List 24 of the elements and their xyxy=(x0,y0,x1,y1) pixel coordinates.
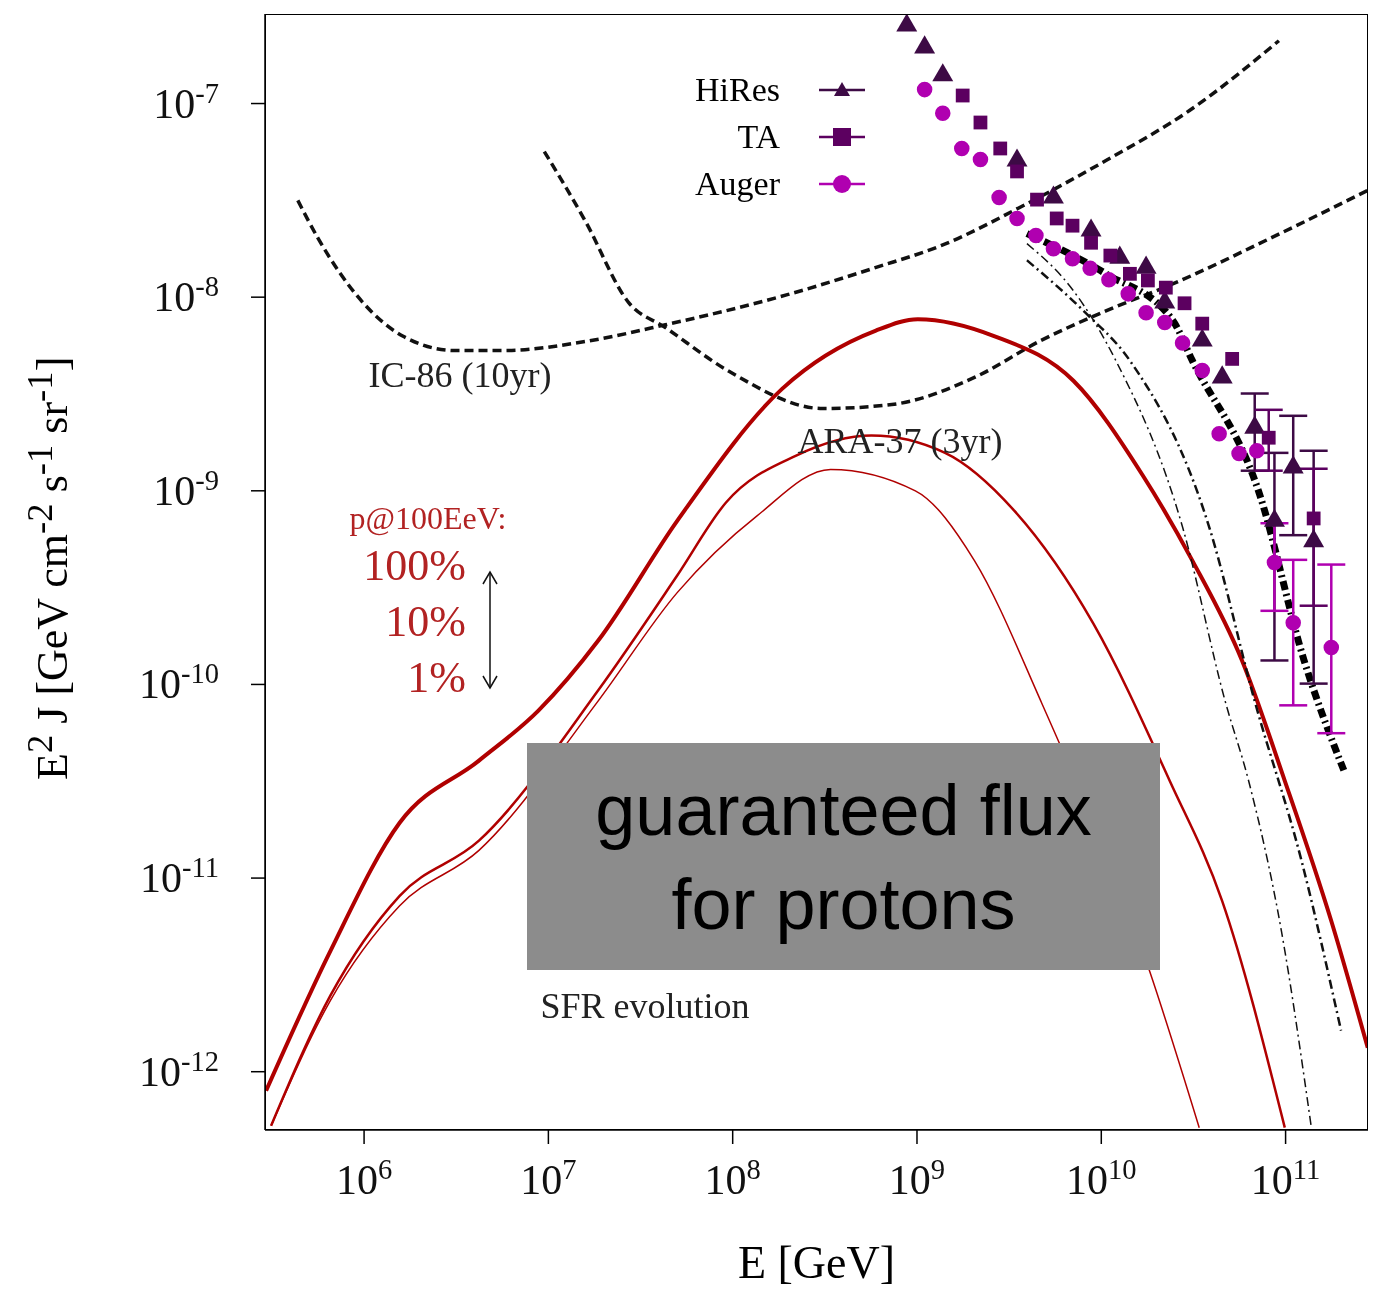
legend-label: TA xyxy=(737,117,780,156)
annotation: IC-86 (10yr) xyxy=(368,355,552,395)
y-tick-label: 10$^{-12}$ xyxy=(138,1045,219,1095)
legend-label: Auger xyxy=(695,164,780,203)
annotation: SFR evolution xyxy=(540,986,750,1026)
x-tick-label: 10$^{7}$ xyxy=(520,1153,577,1203)
annotation: guaranteed flux for protons xyxy=(594,768,1093,946)
annotation: p@100EeV: xyxy=(348,499,508,538)
legend-label: HiRes xyxy=(695,70,780,109)
text-box: guaranteed flux for protons xyxy=(527,743,1160,970)
annotation: 1% xyxy=(406,652,466,704)
annotation: 10% xyxy=(384,596,466,648)
x-axis-title: E [GeV] xyxy=(736,1236,897,1289)
annotation: 100% xyxy=(362,540,466,592)
x-tick-label: 10$^{10}$ xyxy=(1066,1153,1137,1203)
y-tick-label: 10$^{-11}$ xyxy=(140,851,219,902)
x-tick-label: 10$^{8}$ xyxy=(704,1153,761,1203)
x-tick-label: 10$^{9}$ xyxy=(888,1153,946,1203)
x-tick-label: 10$^{11}$ xyxy=(1250,1153,1321,1203)
y-tick-label: 10$^{-9}$ xyxy=(153,464,219,514)
y-tick-label: 10$^{-10}$ xyxy=(138,657,219,708)
y-tick-label: 10$^{-8}$ xyxy=(153,270,219,321)
x-tick-label: 10$^{6}$ xyxy=(335,1153,393,1203)
y-tick-label: 10$^{-7}$ xyxy=(153,77,219,127)
